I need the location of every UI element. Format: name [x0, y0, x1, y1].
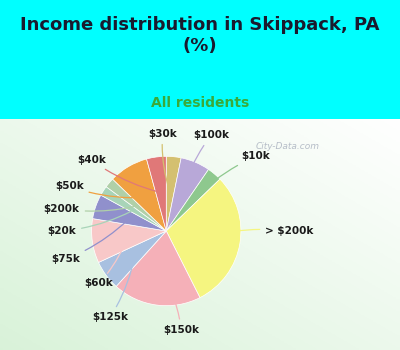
Text: $30k: $30k: [148, 129, 177, 190]
Text: $200k: $200k: [44, 204, 134, 214]
Wedge shape: [106, 179, 166, 231]
Text: $20k: $20k: [47, 211, 131, 236]
Text: $60k: $60k: [85, 239, 127, 288]
Text: $125k: $125k: [92, 257, 134, 322]
Wedge shape: [112, 159, 166, 231]
Wedge shape: [93, 195, 166, 231]
Text: $50k: $50k: [55, 181, 144, 198]
Wedge shape: [166, 158, 208, 231]
Wedge shape: [146, 156, 166, 231]
Wedge shape: [98, 231, 166, 286]
Text: $75k: $75k: [51, 220, 128, 264]
Wedge shape: [166, 169, 220, 231]
Text: $40k: $40k: [77, 155, 158, 192]
Text: All residents: All residents: [151, 96, 249, 110]
Text: > $200k: > $200k: [207, 226, 314, 237]
Text: City-Data.com: City-Data.com: [256, 142, 320, 151]
Text: $10k: $10k: [193, 151, 270, 199]
Wedge shape: [92, 219, 166, 262]
Wedge shape: [101, 187, 166, 231]
Text: $150k: $150k: [162, 272, 199, 335]
Text: Income distribution in Skippack, PA
(%): Income distribution in Skippack, PA (%): [20, 16, 380, 55]
Text: $100k: $100k: [182, 131, 229, 193]
Wedge shape: [116, 231, 200, 306]
Wedge shape: [166, 179, 241, 298]
Wedge shape: [166, 156, 181, 231]
